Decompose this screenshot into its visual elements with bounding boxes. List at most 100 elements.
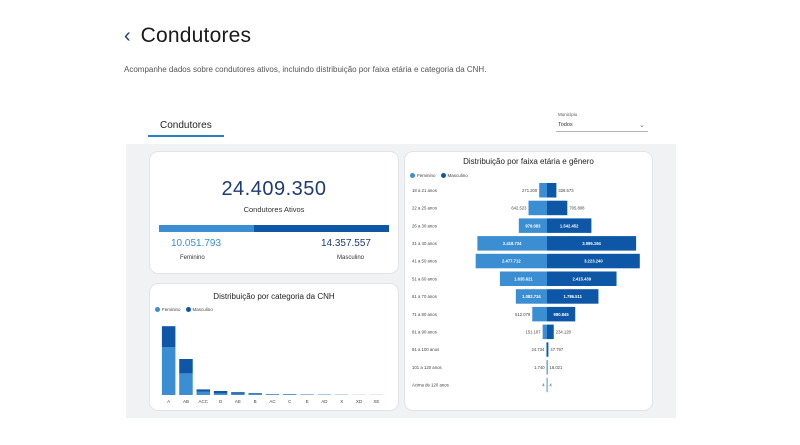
age-tick-label: 71 a 80 anos xyxy=(412,312,437,317)
municipio-label: Município xyxy=(558,112,578,117)
category-tick-label: XE xyxy=(373,399,379,404)
age-bar-feminino xyxy=(546,342,547,357)
age-data-label-feminino: 24.734 xyxy=(531,347,544,352)
report-canvas: 24.409.350 Condutores Ativos 10.051.793 … xyxy=(126,144,676,418)
category-tick-label: C xyxy=(288,399,292,404)
age-bar-masculino xyxy=(547,324,554,340)
age-data-label-masculino: 980.845 xyxy=(554,312,570,317)
female-count: 10.051.793 xyxy=(171,238,222,249)
category-bar-masculino xyxy=(213,391,228,394)
category-chart: A AB ACC D AE B AC C E AD X XD XE xyxy=(161,326,384,404)
male-count: 14.357.557 xyxy=(320,238,371,249)
age-data-label-feminino: 4 xyxy=(542,383,545,388)
age-bar-feminino xyxy=(499,271,547,286)
age-data-label-masculino: 3.095.194 xyxy=(582,241,601,246)
female-label: Feminino xyxy=(180,255,205,261)
category-bar-masculino xyxy=(231,392,245,394)
category-tick-label: E xyxy=(306,399,309,404)
age-chart: 18 a 21 anos 271.200 326.573 22 a 25 anos 64… xyxy=(412,183,640,393)
legend-feminino[interactable]: Feminino xyxy=(155,307,181,313)
page-subtitle: Acompanhe dados sobre condutores ativos,… xyxy=(124,65,487,74)
age-data-label-feminino: 1.635.621 xyxy=(514,276,533,281)
age-tick-label: 41 a 50 anos xyxy=(412,259,437,264)
age-data-label-masculino: 234.128 xyxy=(556,329,572,334)
municipio-dropdown[interactable]: Todos ⌄ xyxy=(556,120,648,132)
category-bar-feminino xyxy=(231,393,245,395)
category-tick-label: AD xyxy=(321,399,328,404)
age-data-label-feminino: 642.523 xyxy=(511,206,527,211)
kpi-total-label: Condutores Ativos xyxy=(243,205,305,214)
age-data-label-masculino: 1.786.511 xyxy=(564,294,583,299)
age-data-label-masculino: 47.797 xyxy=(550,347,563,352)
category-tick-label: X xyxy=(340,399,343,404)
age-bar-masculino xyxy=(547,183,557,198)
legend-feminino[interactable]: Feminino xyxy=(410,173,436,179)
age-data-label-feminino: 1.740 xyxy=(534,365,545,370)
age-bar-masculino xyxy=(547,218,592,233)
age-bar-feminino xyxy=(539,183,547,198)
chevron-down-icon: ⌄ xyxy=(639,122,645,129)
age-tick-label: 26 a 30 anos xyxy=(412,223,437,228)
age-bar-masculino xyxy=(547,289,599,304)
age-data-label-masculino: 705.808 xyxy=(569,206,585,211)
age-data-label-feminino: 2.477.712 xyxy=(502,259,521,264)
category-bar-feminino xyxy=(179,373,193,395)
age-bar-feminino xyxy=(475,253,547,269)
age-tick-label: 91 a 100 anos xyxy=(412,347,439,352)
age-data-label-feminino: 2.418.724 xyxy=(503,241,522,246)
age-bar-feminino xyxy=(532,306,547,322)
gender-split-bar xyxy=(159,225,389,232)
age-chart-legend: Feminino Masculino xyxy=(410,173,468,179)
age-bar-masculino xyxy=(547,253,640,269)
category-bar-masculino xyxy=(196,389,211,392)
category-bar-feminino xyxy=(213,393,228,395)
age-data-label-masculino: 18.021 xyxy=(550,365,563,370)
age-data-label-feminino: 512.079 xyxy=(515,312,531,317)
page-title: Condutores xyxy=(140,24,252,47)
category-tick-label: XD xyxy=(356,399,363,404)
category-bar-masculino xyxy=(179,359,193,374)
page-header: ‹ Condutores xyxy=(124,24,251,48)
age-bar-masculino xyxy=(547,342,549,357)
category-tick-label: ACC xyxy=(199,399,209,404)
age-bar-feminino xyxy=(542,324,547,340)
category-chart-card: Distribuição por categoria da CNH Femini… xyxy=(149,283,399,411)
age-data-label-masculino: 1.542.452 xyxy=(560,223,579,228)
age-chart-title: Distribuição por faixa etária e gênero xyxy=(463,157,594,166)
category-bar-masculino xyxy=(248,393,262,395)
kpi-card: 24.409.350 Condutores Ativos 10.051.793 … xyxy=(149,151,399,274)
male-label: Masculino xyxy=(336,255,364,261)
age-bar-masculino xyxy=(547,200,568,216)
age-bar-masculino xyxy=(547,236,637,251)
age-data-label-feminino: 151.187 xyxy=(526,329,542,334)
age-chart-card: Distribuição por faixa etária e gênero F… xyxy=(404,151,653,411)
age-bar-masculino xyxy=(547,360,548,375)
category-chart-legend: Feminino Masculino xyxy=(155,307,213,313)
category-tick-label: D xyxy=(219,399,223,404)
category-bar-feminino xyxy=(248,394,262,395)
age-tick-label: 51 a 60 anos xyxy=(412,276,437,281)
legend-masculino[interactable]: Masculino xyxy=(185,307,213,313)
legend-masculino[interactable]: Masculino xyxy=(440,173,468,179)
age-tick-label: 81 a 90 anos xyxy=(412,329,437,334)
age-tick-label: 101 a 120 anos xyxy=(412,365,442,370)
kpi-total-value: 24.409.350 xyxy=(221,178,327,200)
age-data-label-feminino: 1.082.734 xyxy=(522,294,541,299)
back-chevron-icon[interactable]: ‹ xyxy=(124,25,131,47)
age-tick-label: 18 a 21 anos xyxy=(412,188,437,193)
category-chart-title: Distribuição por categoria da CNH xyxy=(213,292,335,301)
tab-condutores[interactable]: Condutores xyxy=(148,120,224,137)
age-tick-label: 61 a 70 anos xyxy=(412,294,437,299)
age-tick-label: 31 a 40 anos xyxy=(412,241,437,246)
category-bar-masculino xyxy=(161,326,176,347)
female-share-bar xyxy=(159,225,254,232)
category-tick-label: AB xyxy=(183,399,189,404)
report-embed: Condutores Município Todos ⌄ 24.409.350 … xyxy=(126,108,676,418)
age-bar-masculino xyxy=(547,271,617,286)
age-bar-feminino xyxy=(528,200,547,216)
age-bar-masculino xyxy=(547,306,576,322)
age-data-label-masculino: 2.415.439 xyxy=(572,276,591,281)
age-data-label-feminino: 271.200 xyxy=(522,188,538,193)
age-tick-label: Acima de 120 anos xyxy=(412,383,449,388)
